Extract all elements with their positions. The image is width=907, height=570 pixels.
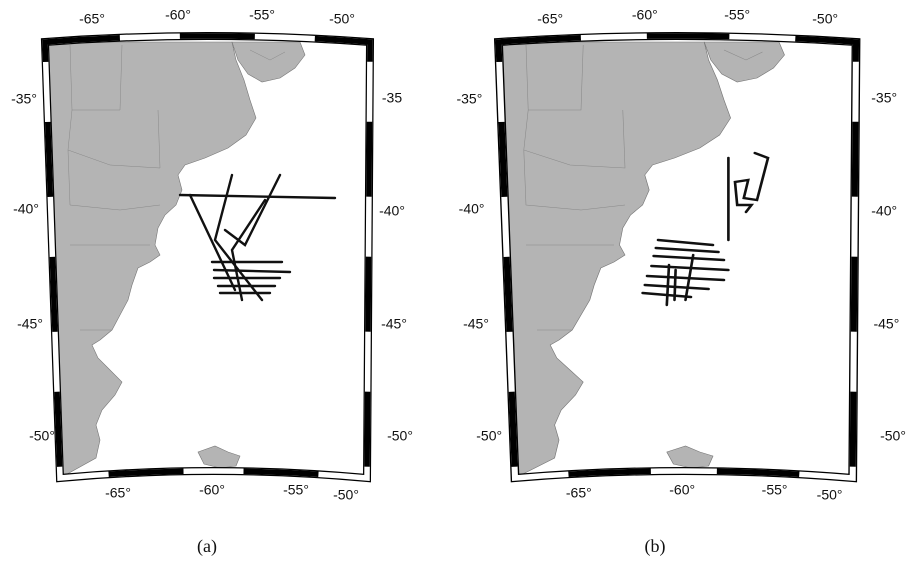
right-tick-label: -40°: [871, 203, 897, 219]
right-tick-label: -50°: [387, 428, 413, 444]
map-panel: [499, 36, 857, 478]
left-tick-label: -50°: [476, 428, 502, 444]
bottom-tick-label: -50°: [333, 487, 359, 503]
bottom-tick-label: -65°: [566, 485, 592, 501]
bottom-tick-label: -55°: [762, 482, 788, 498]
bottom-tick-label: -60°: [669, 482, 695, 498]
right-tick-label: -50°: [880, 428, 906, 444]
bottom-tick-label: -55°: [283, 482, 309, 498]
left-tick-label: -45°: [17, 316, 43, 332]
right-tick-label: -35: [382, 90, 402, 106]
left-tick-label: -50°: [29, 428, 55, 444]
bottom-tick-label: -65°: [105, 485, 131, 501]
right-tick-label: -35°: [871, 90, 897, 106]
top-tick-label: -55°: [249, 7, 275, 23]
top-tick-label: -60°: [632, 7, 658, 23]
right-tick-label: -45°: [381, 316, 407, 332]
map-panel: [45, 36, 370, 478]
left-tick-label: -35°: [456, 91, 482, 107]
left-tick-label: -40°: [459, 201, 485, 217]
left-tick-label: -35°: [11, 91, 37, 107]
panel-caption: (a): [197, 536, 217, 557]
right-tick-label: -45°: [873, 316, 899, 332]
ship-tracks: [178, 173, 337, 302]
ship-tracks: [641, 151, 770, 307]
panel-caption: (b): [645, 536, 666, 557]
top-tick-label: -50°: [812, 11, 838, 27]
top-tick-label: -50°: [329, 11, 355, 27]
bottom-tick-label: -60°: [199, 482, 225, 498]
left-tick-label: -45°: [463, 316, 489, 332]
top-tick-label: -65°: [79, 11, 105, 27]
bottom-tick-label: -50°: [817, 487, 843, 503]
left-tick-label: -40°: [13, 201, 39, 217]
top-tick-label: -60°: [165, 7, 191, 23]
basemap: [45, 36, 370, 478]
top-tick-label: -55°: [724, 7, 750, 23]
top-tick-label: -65°: [537, 11, 563, 27]
right-tick-label: -40°: [379, 203, 405, 219]
